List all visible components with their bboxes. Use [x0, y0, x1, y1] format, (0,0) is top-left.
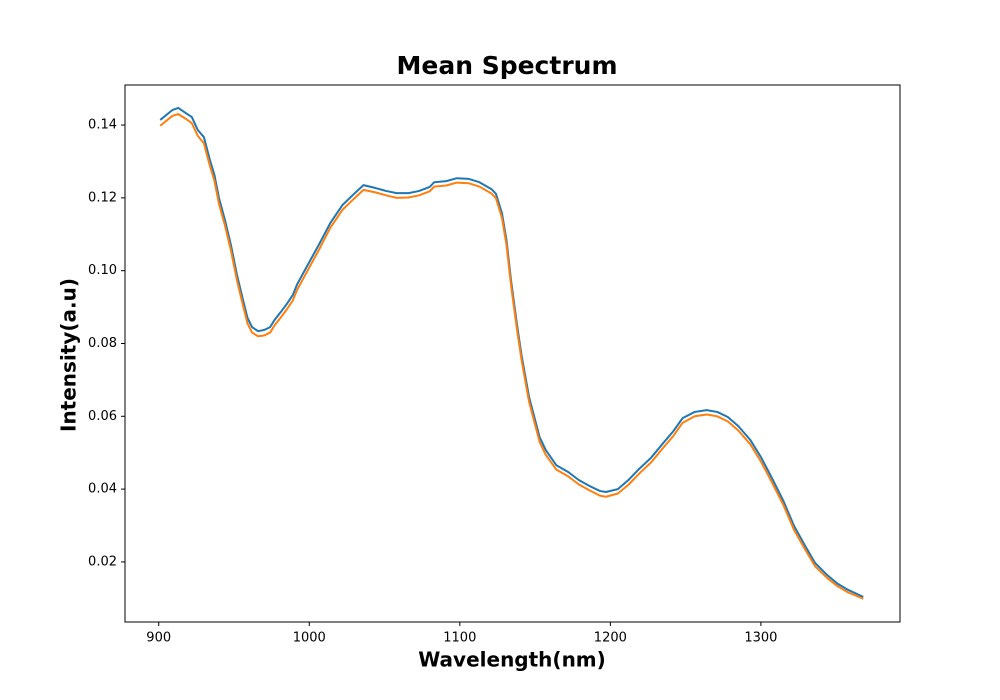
line-series	[159, 106, 864, 598]
y-tick-label: 0.10	[88, 263, 117, 278]
y-tick-label: 0.08	[88, 336, 117, 351]
x-tick-label: 1000	[293, 631, 326, 646]
x-tick-label: 900	[146, 631, 171, 646]
plot-frame	[124, 84, 901, 623]
x-axis-label: Wavelength(nm)	[418, 648, 606, 672]
x-tick-label: 1300	[744, 631, 777, 646]
x-tick-label: 1200	[594, 631, 627, 646]
y-axis-label: Intensity(a.u)	[57, 278, 81, 432]
y-tick-label: 0.14	[88, 118, 117, 133]
line-series	[159, 113, 864, 600]
y-tick-label: 0.04	[88, 482, 117, 497]
y-tick-label: 0.02	[88, 554, 117, 569]
chart-title: Mean Spectrum	[396, 51, 617, 80]
x-tick-label: 1100	[443, 631, 476, 646]
y-tick-label: 0.12	[88, 190, 117, 205]
y-tick-label: 0.06	[88, 409, 117, 424]
